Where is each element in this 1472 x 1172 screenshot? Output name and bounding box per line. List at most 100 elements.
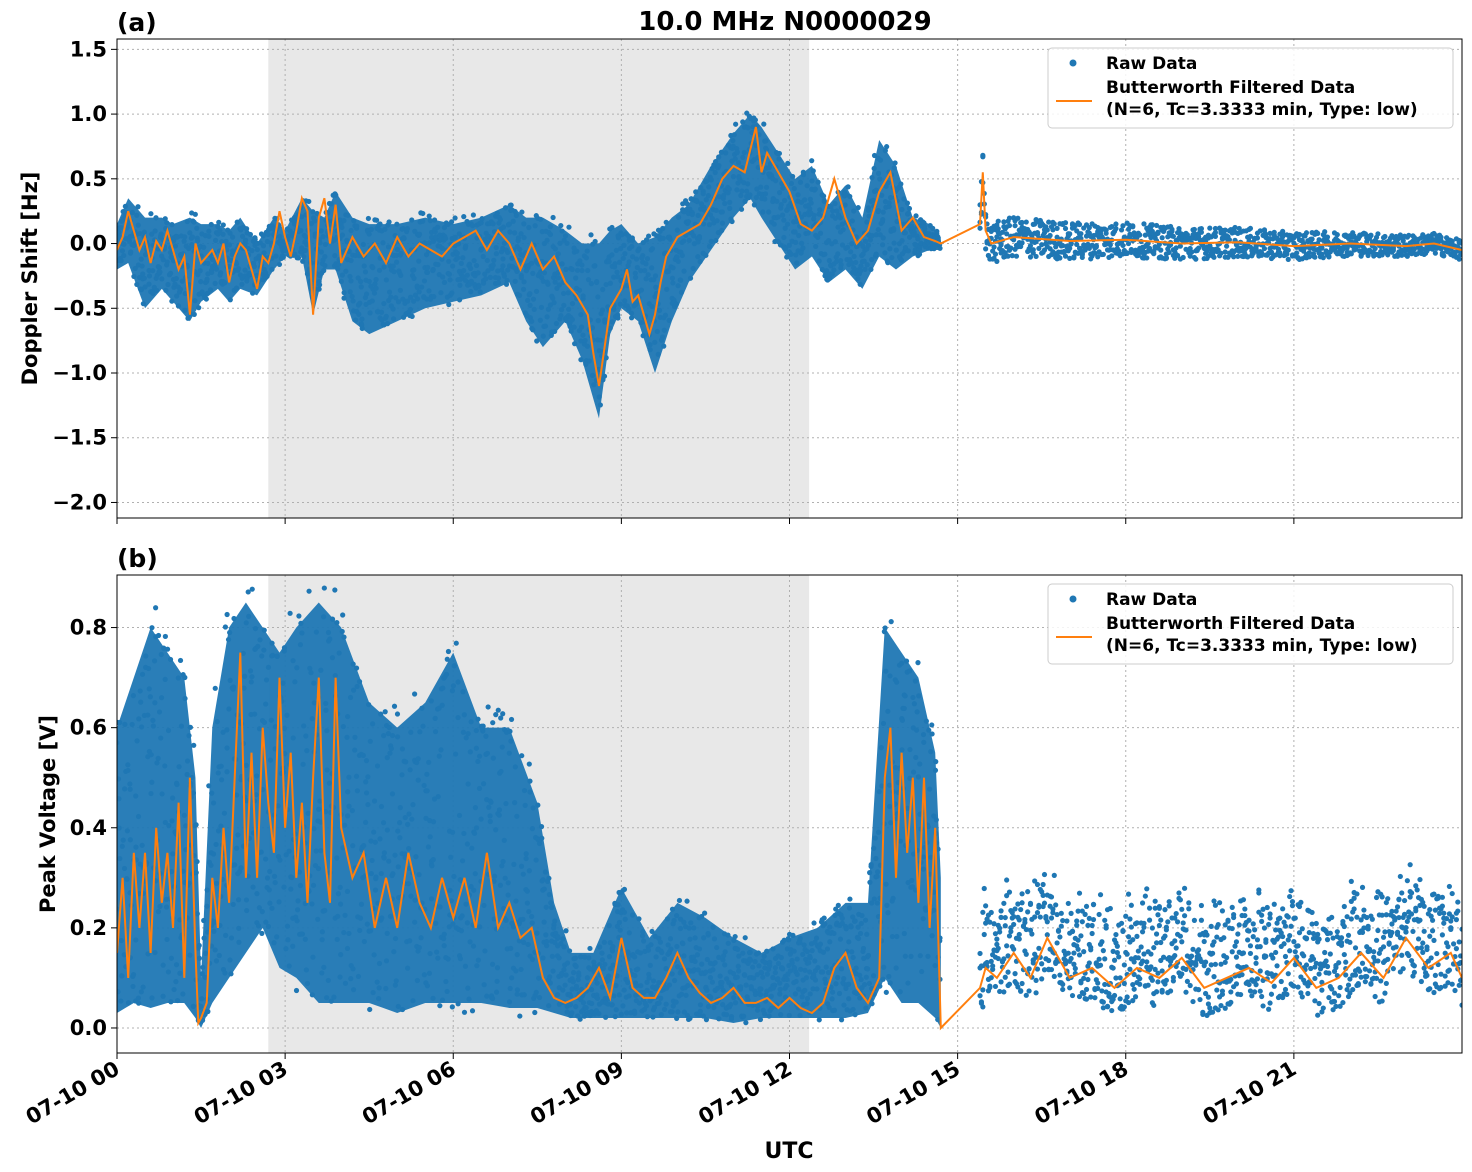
raw-data-point xyxy=(1102,981,1108,988)
raw-data-point xyxy=(393,252,400,258)
raw-data-point xyxy=(575,976,581,983)
raw-data-point xyxy=(694,952,701,958)
raw-data-point xyxy=(652,339,658,345)
raw-data-point xyxy=(648,942,654,948)
raw-data-point xyxy=(647,342,653,348)
raw-data-point xyxy=(339,628,345,635)
raw-data-point xyxy=(988,975,994,981)
raw-data-point xyxy=(187,724,194,730)
raw-data-point xyxy=(616,934,622,941)
raw-data-point xyxy=(332,191,338,197)
raw-data-point xyxy=(298,214,305,220)
raw-data-point xyxy=(828,204,834,210)
raw-data-point xyxy=(213,841,219,848)
raw-data-point xyxy=(335,891,342,897)
raw-data-point xyxy=(449,829,456,835)
raw-data-point xyxy=(790,932,796,938)
raw-data-point xyxy=(363,790,370,796)
raw-data-point xyxy=(574,248,580,254)
figure-title: 10.0 MHz N0000029 xyxy=(638,7,931,37)
raw-data-point xyxy=(891,226,897,232)
raw-data-point xyxy=(363,758,370,764)
raw-data-point xyxy=(1385,252,1391,258)
raw-data-point xyxy=(790,173,796,180)
raw-data-point xyxy=(834,258,840,265)
raw-data-point xyxy=(669,1009,675,1015)
raw-data-point xyxy=(781,217,787,223)
raw-data-point xyxy=(295,255,302,261)
raw-data-point xyxy=(1285,256,1291,262)
raw-data-point xyxy=(675,283,681,289)
raw-data-point xyxy=(739,188,745,194)
raw-data-point xyxy=(193,870,199,876)
raw-data-point xyxy=(210,851,217,857)
raw-data-point xyxy=(399,772,405,778)
raw-data-point xyxy=(175,675,181,681)
raw-data-point xyxy=(342,980,349,986)
raw-data-point xyxy=(897,989,903,995)
raw-data-point xyxy=(495,275,502,281)
raw-data-point xyxy=(663,1001,669,1007)
raw-data-point xyxy=(140,301,146,307)
raw-data-point xyxy=(675,258,681,265)
raw-data-point xyxy=(456,231,462,237)
raw-data-point xyxy=(476,753,483,759)
raw-data-point xyxy=(1033,253,1039,260)
raw-data-point xyxy=(311,700,317,706)
raw-data-point xyxy=(862,238,869,244)
raw-data-point xyxy=(319,937,325,943)
raw-data-point xyxy=(450,263,456,269)
raw-data-point xyxy=(928,854,934,860)
raw-data-point xyxy=(398,250,404,257)
raw-data-point xyxy=(318,249,324,255)
raw-data-point xyxy=(387,913,394,919)
raw-data-point xyxy=(747,949,753,956)
raw-data-point xyxy=(745,181,751,187)
raw-data-point xyxy=(189,234,196,240)
raw-data-point xyxy=(463,901,469,907)
raw-data-point xyxy=(754,972,760,978)
raw-data-point xyxy=(220,231,226,237)
raw-data-point xyxy=(636,1000,643,1006)
raw-data-point xyxy=(642,268,648,274)
raw-data-point xyxy=(311,680,317,686)
raw-data-point xyxy=(560,987,566,993)
raw-data-point xyxy=(576,973,582,979)
raw-data-point xyxy=(614,923,620,929)
raw-data-point xyxy=(1004,877,1010,883)
raw-data-point xyxy=(196,955,202,961)
raw-data-point xyxy=(700,191,706,197)
raw-data-point xyxy=(549,953,555,959)
raw-data-point xyxy=(159,276,165,282)
raw-data-point xyxy=(717,973,723,979)
raw-data-point xyxy=(626,306,632,312)
raw-data-point xyxy=(126,235,132,241)
raw-data-point xyxy=(1011,946,1017,952)
raw-data-point xyxy=(787,951,793,957)
raw-data-point xyxy=(199,971,205,977)
raw-data-point xyxy=(162,633,168,640)
raw-data-point xyxy=(881,964,887,970)
raw-data-point xyxy=(267,757,274,763)
raw-data-point xyxy=(174,293,180,299)
raw-data-point xyxy=(344,945,351,952)
raw-data-point xyxy=(788,251,794,257)
raw-data-point xyxy=(1259,250,1265,256)
raw-data-point xyxy=(679,252,685,259)
raw-data-point xyxy=(1399,252,1405,258)
raw-data-point xyxy=(807,953,813,959)
raw-data-point xyxy=(183,823,189,829)
raw-data-point xyxy=(849,949,855,955)
raw-data-point xyxy=(1082,247,1088,253)
raw-data-point xyxy=(827,924,833,930)
y-tick-label: −1.5 xyxy=(52,426,107,450)
raw-data-point xyxy=(905,248,911,254)
raw-data-point xyxy=(716,954,722,960)
raw-data-point xyxy=(570,979,576,985)
raw-data-point xyxy=(572,955,578,961)
raw-data-point xyxy=(500,711,506,717)
raw-data-point xyxy=(1334,232,1340,238)
raw-data-point xyxy=(313,629,319,635)
raw-data-point xyxy=(643,261,649,267)
raw-data-point xyxy=(606,954,613,960)
